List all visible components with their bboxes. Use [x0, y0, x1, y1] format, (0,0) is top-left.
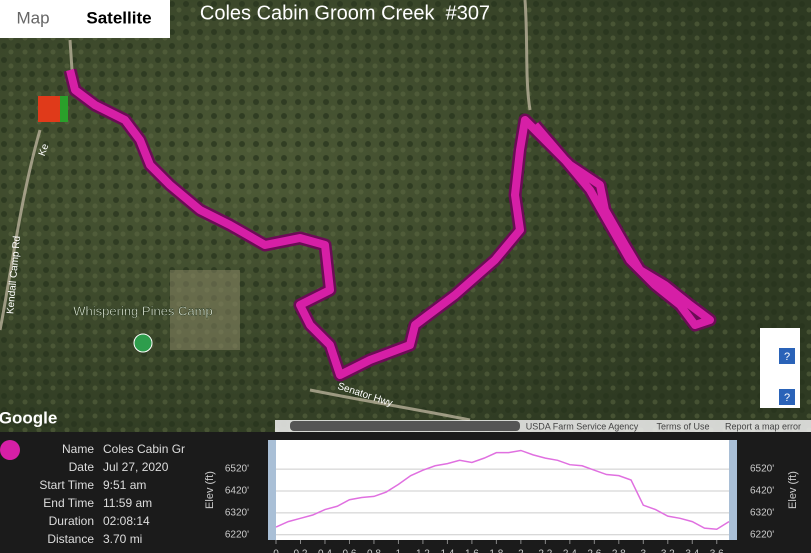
title: Coles Cabin Groom Creek #307 — [200, 2, 490, 24]
info-value: 11:59 am — [103, 496, 152, 510]
info-value: 9:51 am — [103, 478, 146, 492]
x-tick-label: 0.6 — [343, 549, 357, 553]
y-tick-label: 6320' — [225, 507, 249, 518]
map-type-control — [0, 0, 170, 38]
y2-tick-label: 6320' — [750, 507, 774, 518]
help-button[interactable] — [779, 348, 795, 364]
y-axis-label: Elev (ft) — [204, 471, 216, 509]
x-tick-label: 1.4 — [440, 549, 454, 553]
info-label: Date — [69, 460, 95, 474]
x-tick-label: 2.4 — [563, 549, 577, 553]
plot-area — [276, 440, 729, 540]
map-button[interactable]: Map — [16, 8, 49, 27]
info-label: Start Time — [39, 478, 94, 492]
left-scroller[interactable] — [268, 440, 276, 540]
y2-axis-label: Elev (ft) — [787, 471, 799, 509]
info-value: Coles Cabin Gr — [103, 442, 185, 456]
y2-tick-label: 6220' — [750, 529, 774, 540]
track-icon — [0, 440, 20, 460]
info-label: Name — [62, 442, 94, 456]
info-value: 3.70 mi — [103, 532, 142, 546]
info-value: 02:08:14 — [103, 514, 150, 528]
road — [0, 0, 532, 422]
resize-handle[interactable] — [290, 421, 520, 431]
x-tick-label: 2 — [518, 549, 524, 553]
x-tick-label: 3.6 — [710, 549, 724, 553]
satellite-button[interactable]: Satellite — [86, 8, 151, 27]
x-tick-label: 3 — [641, 549, 647, 553]
camp-icon[interactable] — [133, 333, 153, 353]
trail[interactable] — [66, 69, 714, 379]
x-tick-label: 3.2 — [661, 549, 675, 553]
info-label: Duration — [49, 514, 94, 528]
y-tick-label: 6420' — [225, 486, 249, 497]
y2-tick-label: 6420' — [750, 486, 774, 497]
x-tick-label: 3.4 — [685, 549, 699, 553]
x-tick-label: 2.2 — [538, 549, 552, 553]
terms-link[interactable]: Terms of Use — [656, 421, 709, 431]
x-tick-label: 0.8 — [367, 549, 381, 553]
info-value: Jul 27, 2020 — [103, 460, 169, 474]
clearing — [170, 270, 240, 350]
x-tick-label: 1 — [396, 549, 402, 553]
y2-tick-label: 6520' — [750, 464, 774, 475]
x-tick-label: 2.8 — [612, 549, 626, 553]
place-label: Whispering Pines Camp — [73, 303, 212, 318]
elevation-line — [275, 449, 730, 531]
x-tick-label: 1.8 — [489, 549, 503, 553]
road-label: Ke — [37, 142, 52, 158]
report-link[interactable]: Report a map error — [725, 421, 801, 431]
map[interactable]: Whispering Pines Camp Kendall Camp Rd Se… — [0, 0, 811, 432]
help-text: ? — [784, 392, 790, 404]
x-tick-label: 0.2 — [294, 549, 308, 553]
x-tick-label: 1.2 — [416, 549, 430, 553]
right-scroller[interactable] — [729, 440, 737, 540]
x-tick-label: 2.6 — [587, 549, 601, 553]
help-button[interactable] — [779, 389, 795, 405]
help-text: ? — [784, 351, 790, 363]
imagery-texture — [0, 0, 811, 432]
google-logo: Google — [0, 408, 57, 427]
attribution: USDA Farm Service Agency — [526, 421, 639, 431]
x-tick-label: 0 — [273, 549, 279, 553]
info-label: End Time — [43, 496, 94, 510]
info-label: Distance — [47, 532, 94, 546]
x-tick-label: 0.4 — [318, 549, 332, 553]
y-tick-label: 6220' — [225, 529, 249, 540]
y-tick-label: 6520' — [225, 464, 249, 475]
start-marker-icon — [38, 96, 60, 122]
x-tick-label: 1.6 — [465, 549, 479, 553]
